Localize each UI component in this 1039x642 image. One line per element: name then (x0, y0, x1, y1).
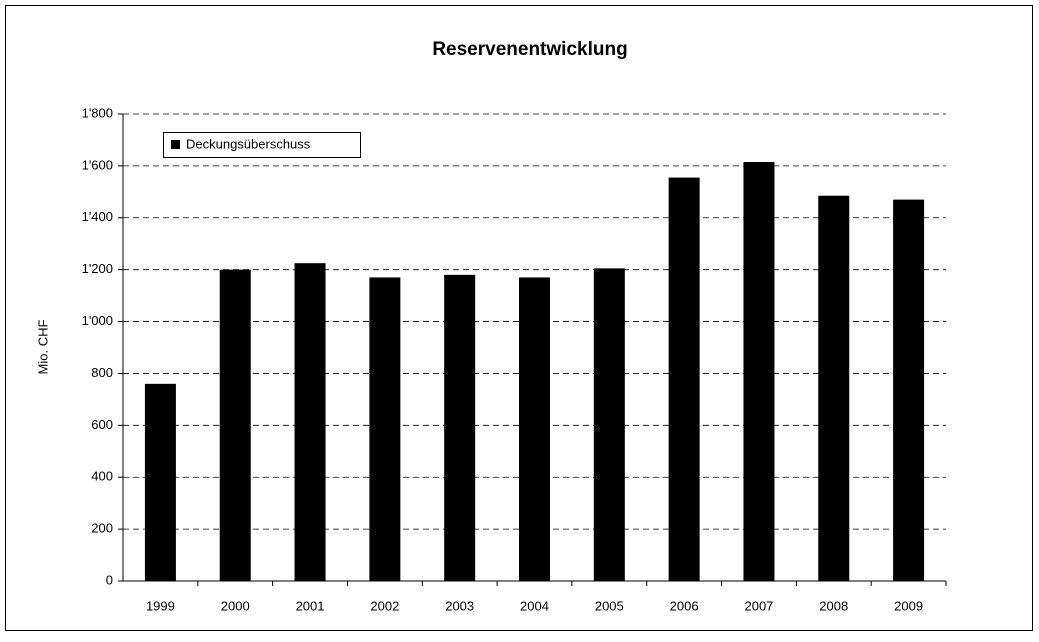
y-tick-label: 1'000 (82, 313, 113, 328)
x-tick-label: 2002 (370, 598, 399, 613)
x-tick-label: 2004 (520, 598, 549, 613)
y-tick-label: 400 (91, 469, 113, 484)
y-tick-label: 800 (91, 365, 113, 380)
bar (668, 177, 700, 581)
bar (144, 383, 176, 581)
legend-swatch (171, 140, 180, 149)
y-tick-label: 1'200 (82, 261, 113, 276)
y-tick-label: 1'400 (82, 209, 113, 224)
y-tick-label: 600 (91, 417, 113, 432)
x-tick-label: 2007 (744, 598, 773, 613)
bar (818, 195, 850, 581)
y-tick-label: 1'800 (82, 105, 113, 120)
x-tick-label: 2005 (595, 598, 624, 613)
bar (743, 161, 775, 581)
y-tick-label: 1'600 (82, 157, 113, 172)
x-tick-label: 1999 (146, 598, 175, 613)
x-tick-label: 2003 (445, 598, 474, 613)
y-tick-label: 200 (91, 521, 113, 536)
bar (294, 263, 326, 581)
x-tick-label: 2006 (670, 598, 699, 613)
bar (369, 277, 401, 581)
x-tick-label: 2009 (894, 598, 923, 613)
x-tick-label: 2000 (221, 598, 250, 613)
bar (893, 199, 925, 581)
y-tick-label: 0 (106, 572, 113, 587)
bar (444, 274, 476, 581)
chart-title: Reservenentwicklung (432, 39, 627, 60)
bar (593, 268, 625, 581)
x-tick-label: 2008 (819, 598, 848, 613)
x-tick-label: 2001 (296, 598, 325, 613)
legend-label: Deckungsüberschuss (186, 136, 311, 151)
legend-box (163, 132, 361, 158)
bar (219, 269, 251, 581)
bar (519, 277, 550, 581)
y-axis-label: Mio. CHF (35, 319, 50, 374)
